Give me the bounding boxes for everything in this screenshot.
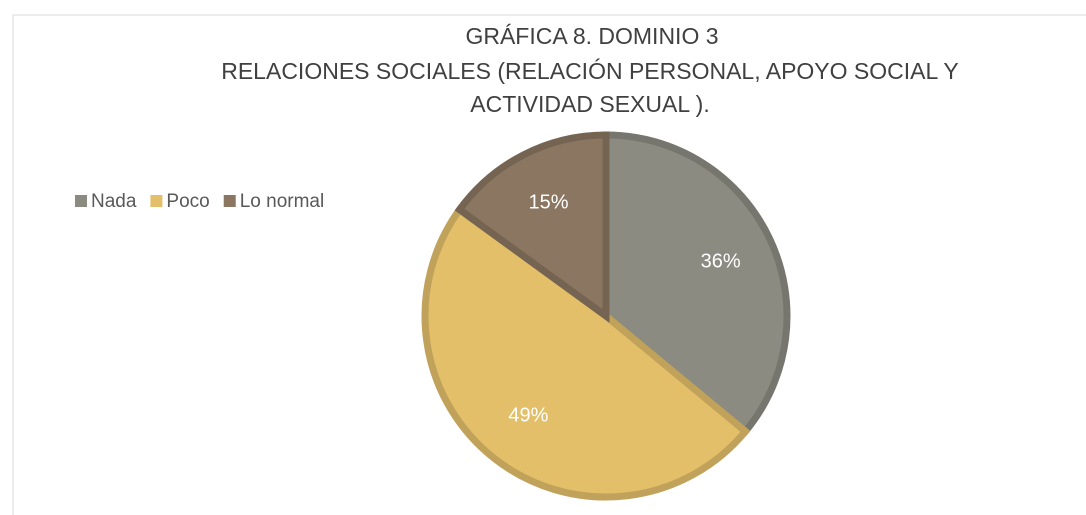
legend-swatch bbox=[150, 195, 163, 207]
pie-slice bbox=[454, 131, 610, 323]
data-label: 36% bbox=[701, 250, 741, 272]
legend-text: Nada bbox=[91, 191, 137, 212]
legend-text: Poco bbox=[166, 191, 209, 212]
legend-swatch bbox=[75, 195, 87, 207]
chart-title: ACTIVIDAD SEXUAL ). bbox=[470, 91, 709, 117]
data-label: 15% bbox=[528, 191, 568, 213]
pie-slice bbox=[602, 131, 791, 437]
legend-swatch bbox=[223, 195, 236, 207]
legend-text: Lo normal bbox=[240, 191, 325, 212]
chart-title: GRÁFICA 8. DOMINIO 3 bbox=[465, 23, 718, 49]
data-label: 49% bbox=[508, 404, 548, 426]
chart-title: RELACIONES SOCIALES (RELACIÓN PERSONAL, … bbox=[221, 58, 959, 84]
pie-slice bbox=[421, 204, 751, 501]
